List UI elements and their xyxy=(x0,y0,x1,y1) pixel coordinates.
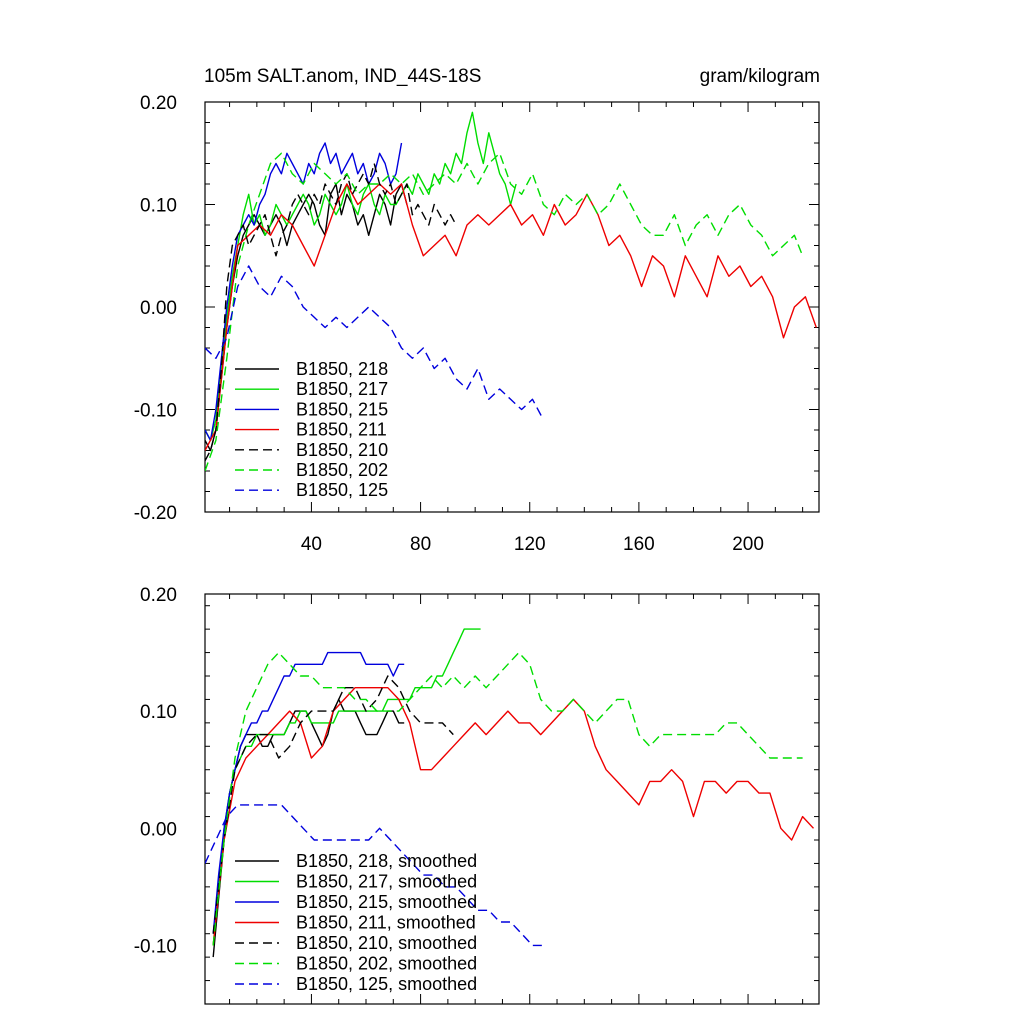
bottom-legend-label: B1850, 215, smoothed xyxy=(296,892,477,912)
bottom-legend-label: B1850, 125, smoothed xyxy=(296,974,477,994)
top-plot-area: 40 80 120 160 200 -0.20 -0.10 0.00 0.10 0.20 xyxy=(134,93,820,555)
bottom-panel: -0.100.000.100.20 B1850, 218, smoothedB1… xyxy=(134,585,820,1005)
bottom-y-tick-label: 0.20 xyxy=(140,585,177,606)
bottom-y-tick-label: 0.00 xyxy=(140,819,177,840)
top-series-b1850-217 xyxy=(205,111,517,441)
bottom-series-group xyxy=(205,628,815,958)
bottom-y-tick-label: 0.10 xyxy=(140,702,177,723)
top-series-b1850-210 xyxy=(205,162,457,462)
top-y-tick-label: -0.20 xyxy=(134,503,177,524)
top-legend-label: B1850, 210 xyxy=(296,440,388,460)
bottom-series-b1850-202-smoothed xyxy=(212,651,803,946)
bottom-y-tick-label: -0.10 xyxy=(134,936,177,957)
bottom-legend-label: B1850, 217, smoothed xyxy=(296,872,477,892)
top-series-b1850-125 xyxy=(205,265,545,421)
top-legend-label: B1850, 217 xyxy=(296,379,388,399)
top-y-tick-label: -0.10 xyxy=(134,401,177,422)
bottom-series-b1850-125-smoothed xyxy=(205,804,544,947)
bottom-series-b1850-210-smoothed xyxy=(212,675,454,934)
bottom-legend-label: B1850, 202, smoothed xyxy=(296,954,477,974)
bottom-legend-label: B1850, 218, smoothed xyxy=(296,851,477,871)
top-legend-label: B1850, 125 xyxy=(296,480,388,500)
bottom-series-b1850-211-smoothed xyxy=(212,687,815,946)
top-legend-label: B1850, 215 xyxy=(296,399,388,419)
top-x-tick-label: 80 xyxy=(410,534,431,555)
top-x-tick-label: 160 xyxy=(623,534,655,555)
chart-title: 105m SALT.anom, IND_44S-18S xyxy=(204,66,481,87)
top-y-tick-label: 0.00 xyxy=(140,298,177,319)
top-x-tick-label: 40 xyxy=(301,534,322,555)
bottom-legend-label: B1850, 211, smoothed xyxy=(296,913,476,933)
chart-units: gram/kilogram xyxy=(700,66,820,87)
bottom-series-b1850-217-smoothed xyxy=(212,628,481,946)
bottom-legend-label: B1850, 210, smoothed xyxy=(296,933,477,953)
bottom-plot-area: -0.10 0.00 0.10 0.20 xyxy=(134,585,820,1005)
top-panel: 105m SALT.anom, IND_44S-18S gram/kilogra… xyxy=(134,66,820,555)
top-y-tick-label: 0.10 xyxy=(140,196,177,217)
top-series-group xyxy=(205,111,817,472)
top-series-b1850-202 xyxy=(205,152,804,472)
bottom-plot-frame xyxy=(204,593,820,1005)
bottom-series-b1850-215-smoothed xyxy=(212,651,405,934)
top-legend-label: B1850, 202 xyxy=(296,460,388,480)
top-legend-label: B1850, 218 xyxy=(296,359,388,379)
top-legend-label: B1850, 211 xyxy=(296,420,387,440)
top-y-tick-label: 0.20 xyxy=(140,93,177,114)
top-x-tick-label: 200 xyxy=(732,534,764,555)
top-x-tick-label: 120 xyxy=(514,534,546,555)
top-series-b1850-211 xyxy=(205,183,817,451)
